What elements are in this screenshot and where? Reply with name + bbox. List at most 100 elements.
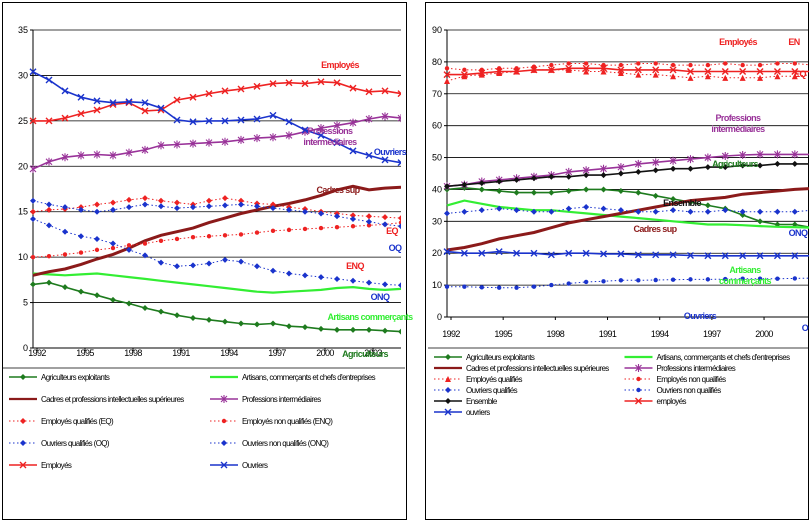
x-tick-label: 1998: [547, 329, 565, 339]
data-point: [549, 283, 553, 287]
y-tick-label: 30: [18, 70, 28, 80]
series-annotation: Artisans commerçants: [327, 312, 413, 322]
data-point: [191, 235, 195, 239]
legend-label: Agriculteurs exploitants: [41, 373, 110, 382]
data-point: [793, 61, 797, 65]
legend-label: Artisans, commerçants et chefs d'entrepr…: [657, 353, 791, 362]
legend-label: Employés qualifiés: [466, 375, 522, 384]
y-tick-label: 60: [432, 121, 442, 131]
x-tick-label: 1992: [28, 348, 46, 358]
legend-label: Ouvriers qualifiés: [466, 386, 518, 395]
data-point: [445, 66, 449, 70]
y-tick-label: 15: [18, 207, 28, 217]
data-point: [351, 224, 355, 228]
data-point: [223, 233, 227, 237]
legend-label: Ouvriers non qualifiés (ONQ): [242, 439, 329, 448]
series-annotation: intermédiaires: [711, 124, 765, 134]
series-annotation: intermédiaires: [303, 137, 357, 147]
y-tick-label: 5: [23, 298, 28, 308]
series-annotation: Professions: [716, 113, 762, 123]
y-tick-label: 50: [432, 153, 442, 163]
data-point: [95, 248, 99, 252]
data-point: [287, 228, 291, 232]
data-point: [127, 243, 131, 247]
data-point: [549, 63, 553, 67]
data-point: [480, 285, 484, 289]
data-point: [111, 246, 115, 250]
series-annotation: O: [802, 323, 809, 333]
x-tick-label: 1994: [651, 329, 669, 339]
legend-label: Employés non qualifiés: [657, 375, 727, 384]
series-annotation: Ouvriers: [374, 147, 407, 157]
y-tick-label: 40: [432, 184, 442, 194]
series-annotation: Artisans: [729, 265, 761, 275]
data-point: [319, 226, 323, 230]
series-annotation: Cadres sup: [633, 224, 677, 234]
data-point: [79, 250, 83, 254]
data-point: [497, 285, 501, 289]
y-tick-label: 20: [432, 248, 442, 258]
data-point: [445, 285, 449, 289]
data-point: [775, 61, 779, 65]
data-point: [567, 281, 571, 285]
data-point: [653, 61, 657, 65]
data-point: [239, 232, 243, 236]
series-annotation: Ensemble: [663, 198, 701, 208]
legend-label: ouvriers: [466, 408, 490, 417]
series-annotation: Employés: [321, 60, 359, 70]
series-annotation: ENQ: [346, 261, 364, 271]
x-tick-label: 1991: [172, 348, 190, 358]
x-tick-label: 1995: [76, 348, 94, 358]
chart-frame: [426, 3, 809, 520]
data-point: [653, 278, 657, 282]
x-tick-label: 1992: [442, 329, 460, 339]
data-point: [671, 277, 675, 281]
legend-label: Artisans, commerçants et chefs d'entrepr…: [242, 373, 376, 382]
data-point: [143, 241, 147, 245]
legend-marker: [222, 419, 226, 423]
data-point: [255, 230, 259, 234]
data-point: [303, 227, 307, 231]
series-annotation: ONQ: [789, 228, 808, 238]
data-point: [584, 280, 588, 284]
x-tick-label: 1998: [124, 348, 142, 358]
series-annotation: commerçants: [719, 276, 772, 286]
data-point: [671, 63, 675, 67]
legend-marker: [636, 377, 640, 381]
y-tick-label: 35: [18, 25, 28, 35]
data-point: [271, 229, 275, 233]
legend-label: Ouvriers: [242, 461, 268, 470]
data-point: [740, 63, 744, 67]
data-point: [619, 63, 623, 67]
y-tick-label: 20: [18, 161, 28, 171]
legend-label: Professions intermédiaires: [657, 364, 736, 373]
data-point: [207, 234, 211, 238]
x-tick-label: 2000: [755, 329, 773, 339]
y-tick-label: 25: [18, 116, 28, 126]
legend-label: Agriculteurs exploitants: [466, 353, 535, 362]
legend-label: Cadres et professions intellectuelles su…: [41, 395, 184, 404]
series-annotation: Agriculteurs: [342, 349, 388, 359]
series-annotation: EQ: [386, 226, 398, 236]
legend-label: employés: [657, 397, 687, 406]
data-point: [532, 285, 536, 289]
data-point: [706, 277, 710, 281]
data-point: [462, 285, 466, 289]
y-tick-label: 0: [437, 312, 442, 322]
data-point: [723, 61, 727, 65]
series-annotation: OQ: [389, 243, 402, 253]
data-point: [335, 225, 339, 229]
data-point: [619, 278, 623, 282]
legend-label: Employés non qualifiés (ENQ): [242, 417, 333, 426]
legend-marker: [636, 388, 640, 392]
series-annotation: Cadres sup: [316, 185, 360, 195]
series-annotation: EN: [788, 37, 799, 47]
data-point: [688, 63, 692, 67]
data-point: [514, 285, 518, 289]
legend-label: Employés qualifiés (EQ): [41, 417, 114, 426]
data-point: [584, 61, 588, 65]
